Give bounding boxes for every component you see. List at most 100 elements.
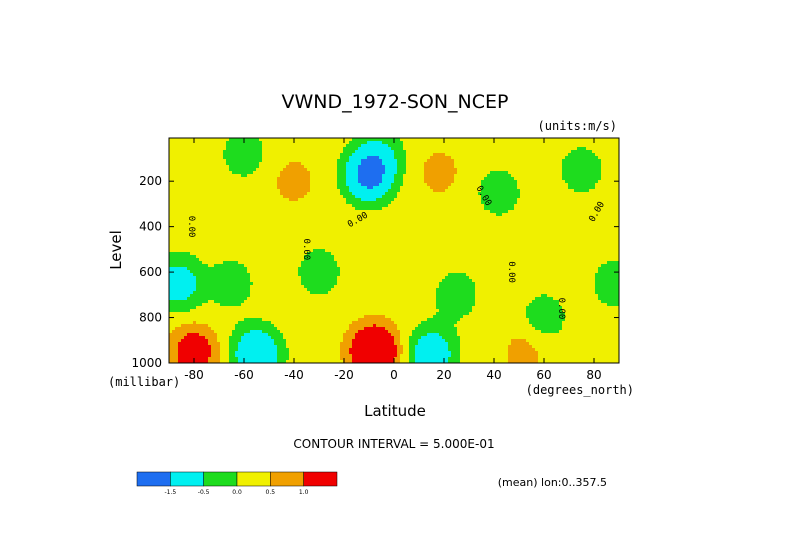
contour-cell xyxy=(181,216,185,220)
contour-cell xyxy=(310,219,314,223)
contour-cell xyxy=(337,159,341,163)
contour-cell xyxy=(250,171,254,175)
contour-cell xyxy=(220,285,224,289)
contour-cell xyxy=(244,144,248,148)
contour-cell xyxy=(361,354,365,358)
contour-cell xyxy=(220,255,224,259)
contour-cell xyxy=(172,303,176,307)
contour-cell xyxy=(181,318,185,322)
contour-cell xyxy=(286,171,290,175)
contour-cell xyxy=(226,276,230,280)
contour-cell xyxy=(349,168,353,172)
contour-cell xyxy=(280,303,284,307)
contour-cell xyxy=(319,201,323,205)
contour-cell xyxy=(352,243,356,247)
contour-cell xyxy=(349,300,353,304)
contour-cell xyxy=(358,195,362,199)
contour-cell xyxy=(325,330,329,334)
contour-cell xyxy=(232,141,236,145)
contour-cell xyxy=(343,273,347,277)
contour-cell xyxy=(238,141,242,145)
contour-cell xyxy=(220,237,224,241)
contour-cell xyxy=(211,273,215,277)
contour-cell xyxy=(313,162,317,166)
contour-cell xyxy=(322,150,326,154)
contour-cell xyxy=(181,324,185,328)
contour-cell xyxy=(289,351,293,355)
contour-cell xyxy=(259,183,263,187)
contour-cell xyxy=(250,267,254,271)
contour-cell xyxy=(226,234,230,238)
contour-cell xyxy=(232,186,236,190)
contour-cell xyxy=(319,252,323,256)
contour-cell xyxy=(223,240,227,244)
contour-cell xyxy=(202,249,206,253)
contour-cell xyxy=(247,321,251,325)
contour-cell xyxy=(178,345,182,349)
contour-cell xyxy=(229,222,233,226)
contour-cell xyxy=(343,144,347,148)
contour-cell xyxy=(313,225,317,229)
contour-cell xyxy=(268,312,272,316)
contour-cell xyxy=(271,285,275,289)
contour-cell xyxy=(241,231,245,235)
contour-cell xyxy=(172,300,176,304)
contour-cell xyxy=(289,201,293,205)
contour-cell xyxy=(304,351,308,355)
contour-cell xyxy=(295,267,299,271)
contour-cell xyxy=(343,213,347,217)
contour-cell xyxy=(295,177,299,181)
contour-cell xyxy=(319,348,323,352)
contour-cell xyxy=(319,168,323,172)
contour-cell xyxy=(202,342,206,346)
contour-cell xyxy=(310,258,314,262)
contour-cell xyxy=(328,264,332,268)
contour-cell xyxy=(337,303,341,307)
contour-cell xyxy=(199,186,203,190)
contour-cell xyxy=(223,225,227,229)
contour-cell xyxy=(241,183,245,187)
contour-cell xyxy=(298,279,302,283)
contour-cell xyxy=(181,207,185,211)
contour-cell xyxy=(361,324,365,328)
contour-cell xyxy=(286,186,290,190)
contour-cell xyxy=(175,312,179,316)
contour-cell xyxy=(286,237,290,241)
contour-cell xyxy=(334,348,338,352)
contour-cell xyxy=(346,189,350,193)
contour-cell xyxy=(268,162,272,166)
contour-cell xyxy=(241,288,245,292)
contour-cell xyxy=(307,303,311,307)
contour-cell xyxy=(253,318,257,322)
contour-cell xyxy=(238,219,242,223)
contour-cell xyxy=(310,342,314,346)
contour-cell xyxy=(310,291,314,295)
contour-cell xyxy=(190,357,194,361)
contour-cell xyxy=(349,171,353,175)
contour-cell xyxy=(229,333,233,337)
contour-cell xyxy=(202,303,206,307)
contour-cell xyxy=(259,252,263,256)
contour-cell xyxy=(289,162,293,166)
contour-cell xyxy=(349,273,353,277)
contour-cell xyxy=(268,252,272,256)
contour-cell xyxy=(247,273,251,277)
contour-cell xyxy=(268,354,272,358)
contour-cell xyxy=(277,267,281,271)
contour-cell xyxy=(352,264,356,268)
contour-cell xyxy=(283,321,287,325)
contour-cell xyxy=(208,153,212,157)
contour-cell xyxy=(325,324,329,328)
contour-cell xyxy=(319,288,323,292)
contour-cell xyxy=(190,258,194,262)
contour-cell xyxy=(196,357,200,361)
contour-cell xyxy=(295,321,299,325)
contour-cell xyxy=(298,216,302,220)
contour-cell xyxy=(331,330,335,334)
contour-cell xyxy=(268,315,272,319)
contour-cell xyxy=(169,351,173,355)
contour-cell xyxy=(307,177,311,181)
contour-cell xyxy=(235,285,239,289)
contour-cell xyxy=(244,261,248,265)
contour-cell xyxy=(205,189,209,193)
